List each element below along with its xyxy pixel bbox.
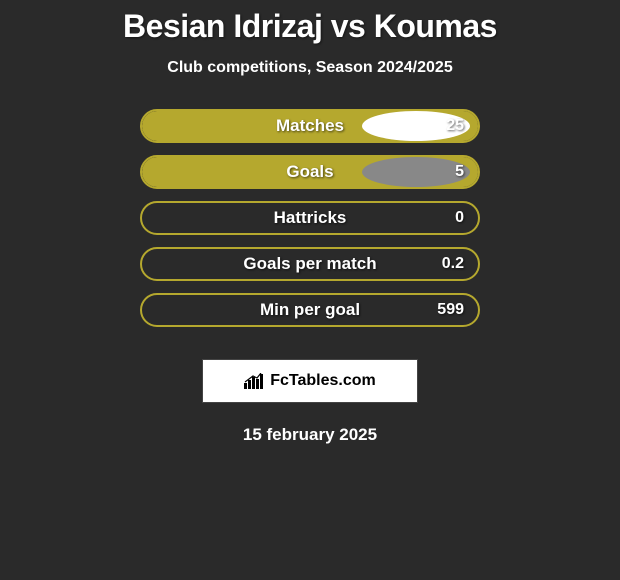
stat-value: 25 [446, 117, 464, 135]
stat-row: Matches25 [140, 109, 480, 143]
stat-row: Goals per match0.2 [140, 247, 480, 281]
stat-value: 599 [437, 301, 464, 319]
stat-row: Min per goal599 [140, 293, 480, 327]
stats-list: Matches25 Goals5 Hattricks0 Goals per match… [140, 109, 480, 339]
stat-label: Goals [142, 162, 478, 182]
stat-bar: Min per goal599 [140, 293, 480, 327]
stat-bar: Goals per match0.2 [140, 247, 480, 281]
stat-bar: Hattricks0 [140, 201, 480, 235]
brand-content: FcTables.com [244, 372, 376, 390]
page-title: Besian Idrizaj vs Koumas [123, 8, 497, 45]
brand-text: FcTables.com [270, 372, 376, 390]
comparison-infographic: Besian Idrizaj vs Koumas Club competitio… [0, 0, 620, 445]
page-subtitle: Club competitions, Season 2024/2025 [167, 59, 452, 77]
stat-value: 0.2 [442, 255, 464, 273]
stat-label: Hattricks [142, 208, 478, 228]
stat-label: Goals per match [142, 254, 478, 274]
stat-row: Hattricks0 [140, 201, 480, 235]
date-text: 15 february 2025 [243, 425, 377, 445]
brand-box: FcTables.com [202, 359, 418, 403]
stat-label: Min per goal [142, 300, 478, 320]
bar-chart-icon [244, 373, 264, 389]
stat-row: Goals5 [140, 155, 480, 189]
stat-value: 5 [455, 163, 464, 181]
stat-value: 0 [455, 209, 464, 227]
stat-label: Matches [142, 116, 478, 136]
